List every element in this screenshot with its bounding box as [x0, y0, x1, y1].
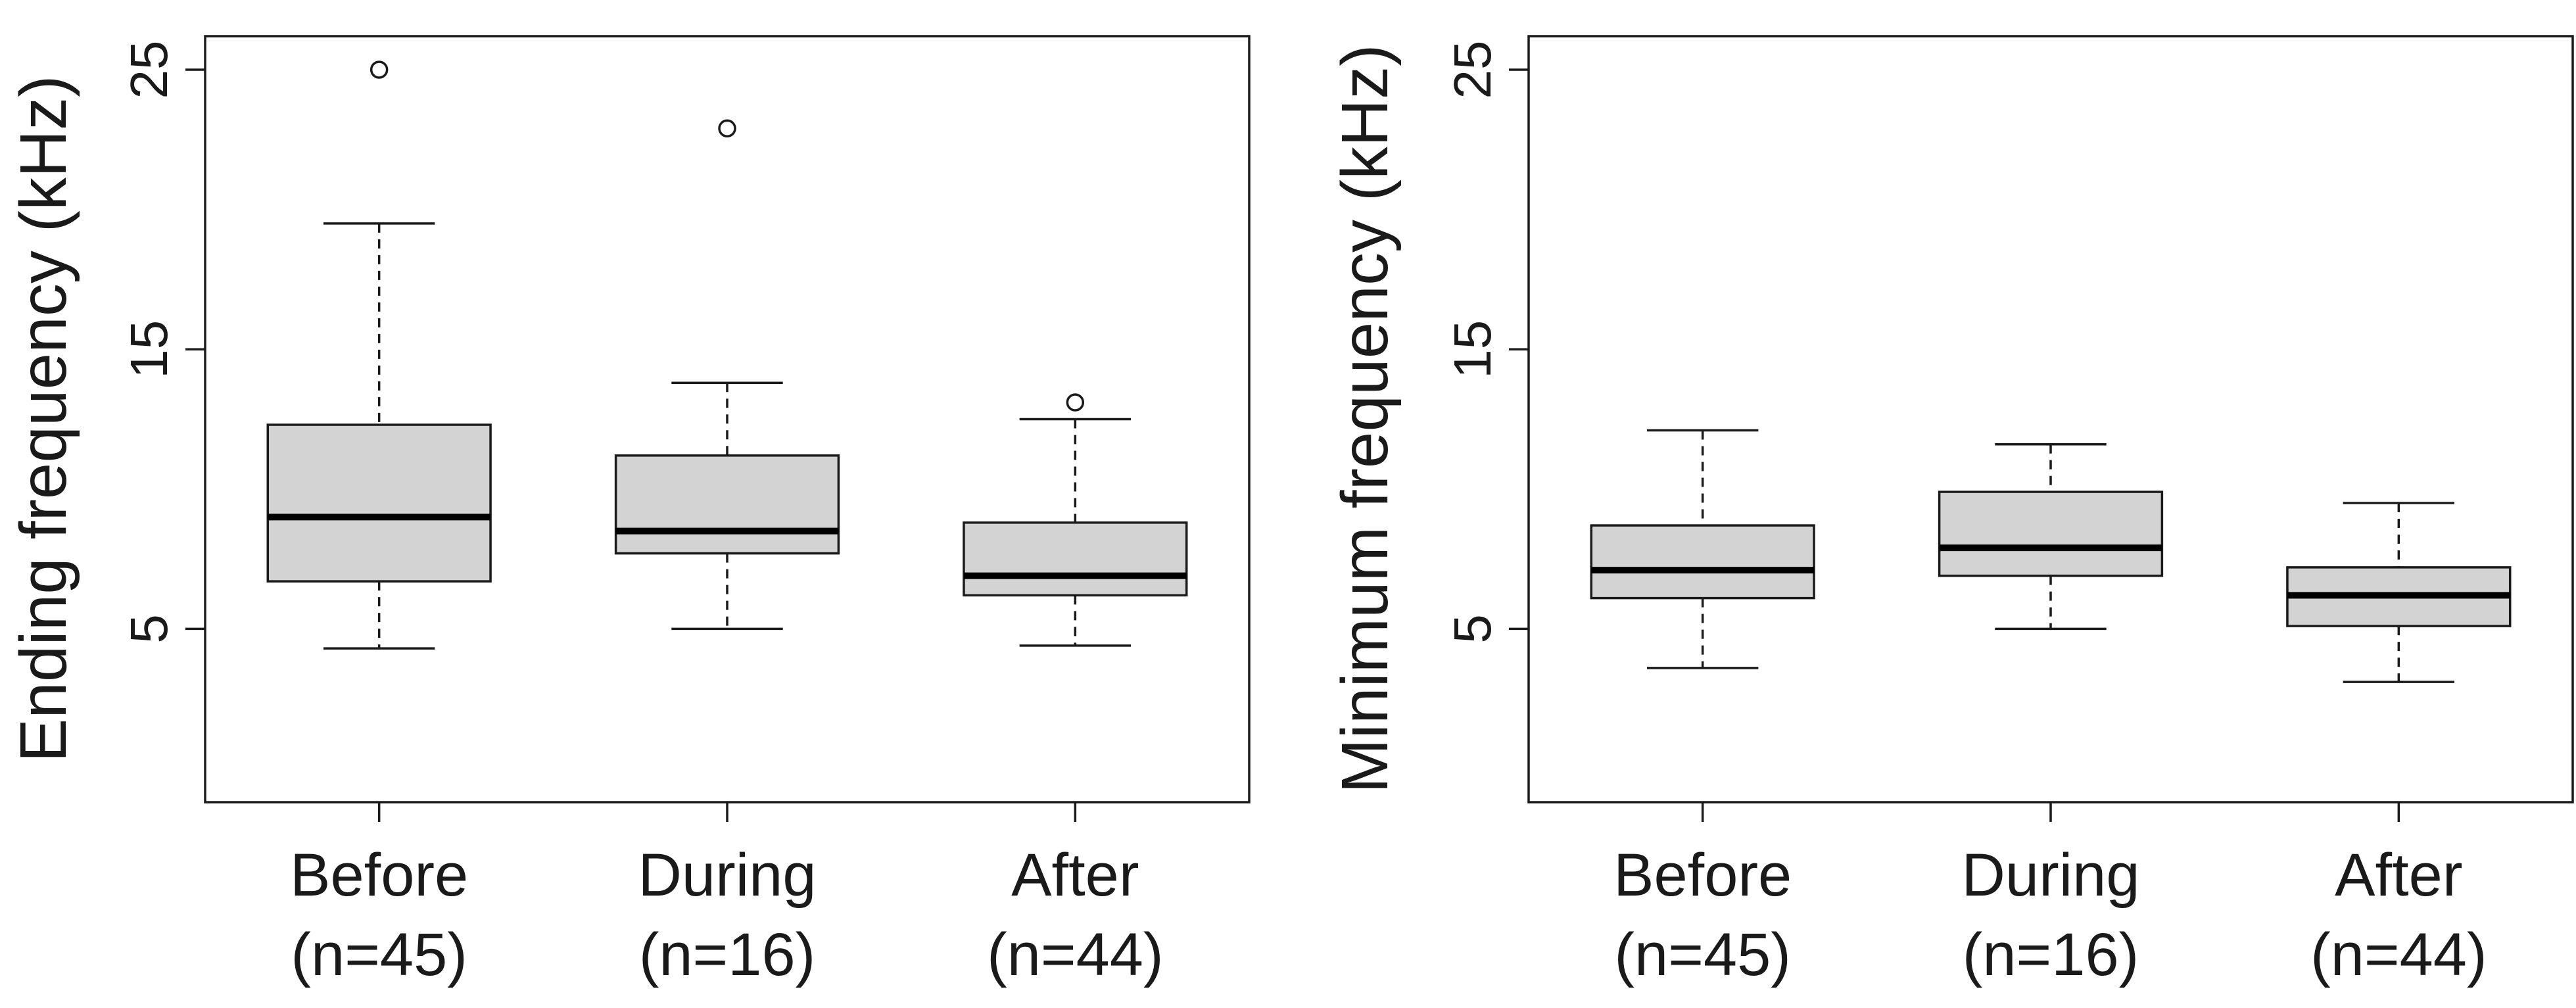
- y-tick-label: 15: [1443, 320, 1502, 379]
- outlier-point: [718, 119, 736, 138]
- y-tick-label: 5: [120, 614, 178, 644]
- category-label: During: [1961, 842, 2139, 909]
- ending-frequency-panel: 5 15 25 Before (n=45) During (n=16) After (n=44…: [7, 35, 1251, 988]
- category-label: During: [638, 842, 816, 909]
- box-during: [1938, 491, 2164, 577]
- box-during: [614, 454, 840, 555]
- sample-size-label: (n=44): [2310, 921, 2487, 988]
- box-before: [266, 423, 492, 583]
- category-label: Before: [1613, 842, 1792, 909]
- outlier-point: [370, 60, 389, 79]
- x-axis-labels: Before (n=45) During (n=16) After (n=44): [290, 802, 1164, 988]
- y-axis: 5 15 25: [120, 41, 205, 644]
- sample-size-label: (n=16): [639, 921, 816, 988]
- category-label: After: [2335, 842, 2462, 909]
- y-axis-title: Minimum frequency (kHz): [1328, 44, 1402, 793]
- category-label: After: [1011, 842, 1139, 909]
- y-tick-label: 25: [1443, 41, 1502, 99]
- y-axis: 5 15 25: [1443, 41, 1529, 644]
- plot-frame: [1527, 35, 2574, 804]
- y-tick-label: 25: [120, 41, 178, 99]
- y-tick-label: 5: [1443, 614, 1502, 644]
- box-after: [963, 521, 1188, 597]
- sample-size-label: (n=16): [1963, 921, 2139, 988]
- sample-size-label: (n=44): [987, 921, 1164, 988]
- y-axis-title: Ending frequency (kHz): [7, 76, 80, 763]
- sample-size-label: (n=45): [291, 921, 467, 988]
- sample-size-label: (n=45): [1614, 921, 1791, 988]
- minimum-frequency-panel: 5 15 25 Before (n=45) During (n=16) After (n=44…: [1328, 35, 2574, 988]
- box-before: [1590, 524, 1815, 600]
- boxes: [266, 60, 1188, 650]
- boxes: [1590, 429, 2512, 683]
- category-label: Before: [290, 842, 468, 909]
- y-tick-label: 15: [120, 320, 178, 379]
- outlier-point: [1066, 393, 1085, 412]
- x-axis-labels: Before (n=45) During (n=16) After (n=44): [1613, 802, 2487, 988]
